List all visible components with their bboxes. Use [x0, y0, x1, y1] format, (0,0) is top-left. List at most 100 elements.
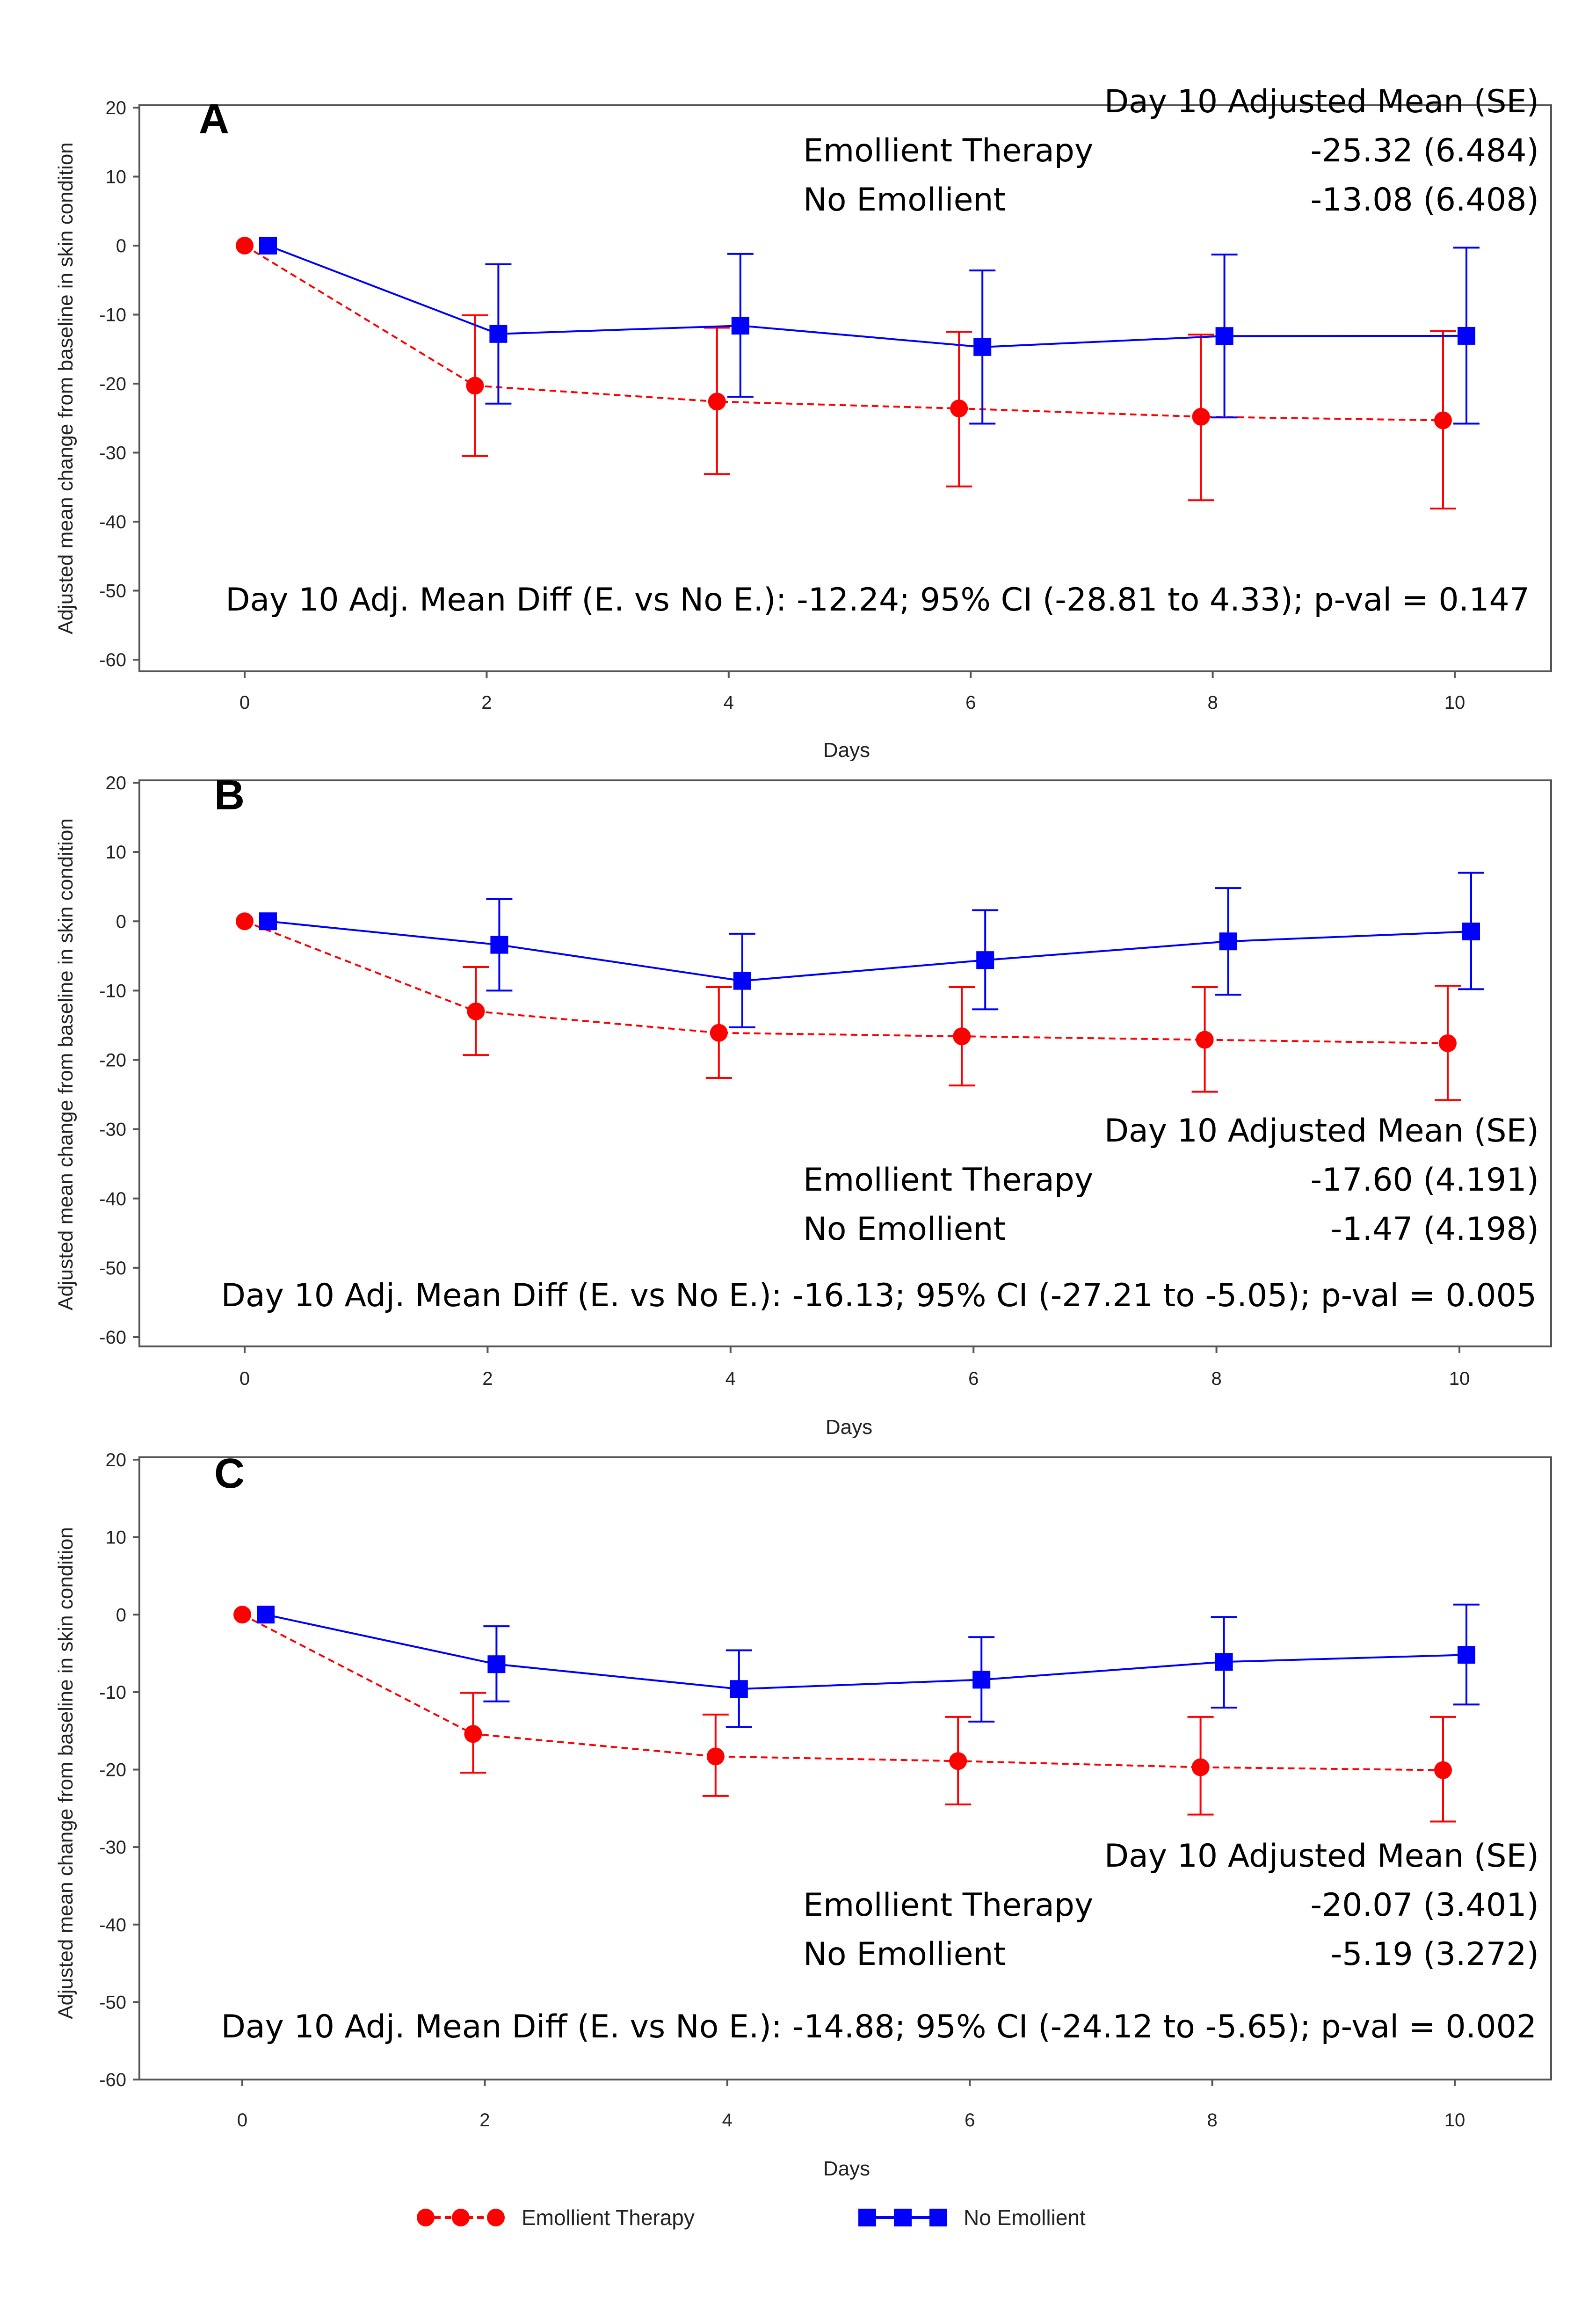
panel-b-stats-row2-value: -1.47 (4.198) [1331, 1211, 1539, 1248]
y-tick-label: -20 [99, 1760, 126, 1781]
panel-b: B Adjusted mean change from baseline in … [54, 772, 1552, 1439]
y-tick-label: -40 [99, 1915, 126, 1935]
emollient-point [464, 1725, 482, 1743]
legend-no-emollient-marker [929, 2209, 947, 2226]
x-tick-label: 4 [725, 1368, 736, 1389]
no-emollient-point [973, 338, 992, 356]
legend-emollient-marker [452, 2209, 470, 2226]
legend: Emollient Therapy No Emollient [417, 2205, 1086, 2230]
panel-a-plot: 20 10 0 -10 -20 -30 -40 -50 -60 0 2 4 6 8 10 [99, 98, 1480, 713]
panel-c-x-axis-title: Days [823, 2157, 870, 2180]
y-tick-label: -10 [99, 981, 126, 1001]
y-tick-label: -50 [99, 1258, 126, 1279]
panel-b-letter: B [214, 772, 245, 819]
x-tick-label: 2 [482, 1368, 493, 1389]
legend-emollient-marker [487, 2209, 505, 2226]
emollient-point [236, 912, 254, 931]
panel-a-stats-header: Day 10 Adjusted Mean (SE) [1104, 83, 1539, 120]
no-emollient-point [1462, 923, 1480, 941]
x-tick-label: 0 [239, 692, 250, 713]
panel-b-stats-header: Day 10 Adjusted Mean (SE) [1104, 1113, 1539, 1149]
emollient-point [950, 400, 968, 418]
emollient-point [1439, 1034, 1457, 1052]
panel-b-y-axis-title: Adjusted mean change from baseline in sk… [54, 818, 77, 1310]
y-tick-label: 10 [106, 842, 127, 863]
no-emollient-point [731, 317, 749, 335]
legend-no-emollient-marker [894, 2209, 912, 2226]
y-tick-label: -50 [99, 1992, 126, 2013]
no-emollient-point [1458, 327, 1475, 345]
panel-c-stats-row2-value: -5.19 (3.272) [1331, 1936, 1539, 1973]
no-emollient-point [1215, 327, 1233, 345]
emollient-point [708, 393, 726, 411]
panel-b-x-axis-title: Days [826, 1416, 872, 1439]
no-emollient-point [1219, 932, 1237, 951]
panel-a-stats-row1-label: Emollient Therapy [803, 132, 1093, 169]
emollient-point [467, 1002, 485, 1020]
x-tick-label: 4 [724, 692, 734, 713]
emollient-point [710, 1024, 728, 1042]
x-tick-label: 10 [1444, 692, 1465, 713]
y-tick-label: -60 [99, 1327, 126, 1348]
y-tick-label: 20 [106, 98, 127, 118]
panel-c-mean-diff: Day 10 Adj. Mean Diff (E. vs No E.): -14… [221, 2008, 1537, 2045]
emollient-point [949, 1752, 967, 1770]
y-tick-label: 0 [116, 1605, 126, 1625]
panel-b-plot: 20 10 0 -10 -20 -30 -40 -50 -60 0 2 4 6 8 10 [99, 773, 1484, 1389]
y-tick-label: -30 [99, 1120, 126, 1140]
no-emollient-series-line [268, 245, 1467, 348]
emollient-point [1191, 1758, 1210, 1776]
panel-a-y-axis-title: Adjusted mean change from baseline in sk… [54, 142, 77, 634]
y-tick-label: 10 [106, 1527, 127, 1548]
no-emollient-point [259, 237, 277, 255]
no-emollient-point [259, 912, 277, 931]
panel-b-stats-row1-value: -17.60 (4.191) [1310, 1162, 1539, 1199]
panel-c-letter: C [214, 1450, 245, 1497]
no-emollient-point [487, 1655, 506, 1673]
no-emollient-point [733, 972, 751, 990]
y-tick-label: -30 [99, 1837, 126, 1858]
no-emollient-point [972, 1671, 991, 1689]
legend-emollient-label: Emollient Therapy [522, 2205, 695, 2230]
panel-c-frame [138, 1456, 1552, 2080]
y-tick-label: -50 [99, 581, 126, 602]
panel-a: A Adjusted mean change from baseline in … [54, 83, 1552, 762]
x-tick-label: 0 [239, 1368, 250, 1389]
no-emollient-series-line [265, 1614, 1467, 1690]
y-tick-label: -30 [99, 443, 126, 464]
panel-c-plot: 20 10 0 -10 -20 -30 -40 -50 -60 0 2 4 6 8 10 [99, 1450, 1480, 2131]
y-tick-label: 0 [116, 911, 126, 932]
panel-a-stats-row2-label: No Emollient [803, 182, 1006, 218]
emollient-series-line [244, 245, 1444, 422]
x-tick-label: 10 [1444, 2110, 1465, 2131]
y-tick-label: -10 [99, 1682, 126, 1703]
x-tick-label: 2 [479, 2110, 490, 2131]
emollient-point [1434, 1761, 1452, 1779]
emollient-point [466, 377, 484, 395]
panel-b-frame [138, 779, 1552, 1347]
y-tick-label: -40 [99, 1189, 126, 1209]
x-tick-label: 8 [1207, 2110, 1217, 2131]
legend-no-emollient-marker [858, 2209, 876, 2226]
y-tick-label: -20 [99, 374, 126, 394]
x-tick-label: 6 [965, 692, 976, 713]
legend-no-emollient-label: No Emollient [964, 2205, 1086, 2230]
panel-a-x-axis-title: Days [823, 739, 870, 762]
y-tick-label: 10 [106, 167, 127, 188]
emollient-point [706, 1747, 725, 1766]
panel-b-mean-diff: Day 10 Adj. Mean Diff (E. vs No E.): -16… [221, 1277, 1537, 1314]
panel-a-letter: A [199, 96, 229, 143]
x-tick-label: 4 [722, 2110, 733, 2131]
no-emollient-point [1215, 1653, 1233, 1671]
emollient-point [1434, 411, 1452, 429]
legend-emollient-marker [417, 2209, 435, 2226]
x-tick-label: 8 [1207, 692, 1218, 713]
panel-a-stats-row1-value: -25.32 (6.484) [1310, 132, 1539, 169]
no-emollient-point [1458, 1646, 1475, 1664]
x-tick-label: 2 [481, 692, 492, 713]
x-tick-label: 6 [968, 1368, 979, 1389]
panel-c-stats-row1-value: -20.07 (3.401) [1310, 1887, 1539, 1924]
y-tick-label: -20 [99, 1050, 126, 1071]
no-emollient-point [976, 951, 994, 969]
y-tick-label: -60 [99, 650, 126, 670]
